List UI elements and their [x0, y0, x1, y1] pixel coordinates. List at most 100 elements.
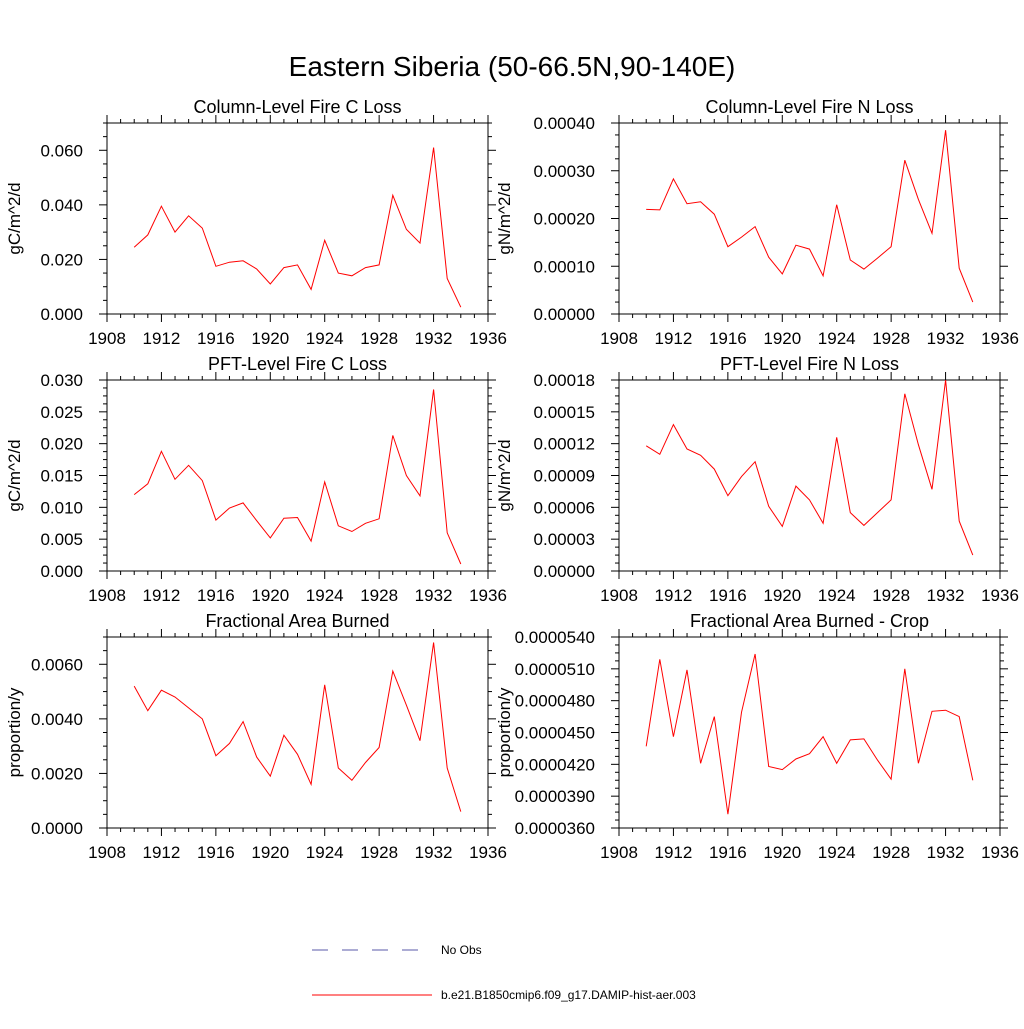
y-tick-label: 0.00000 [534, 305, 595, 324]
x-tick-label: 1920 [763, 843, 801, 862]
x-tick-label: 1924 [818, 586, 856, 605]
x-tick-label: 1928 [872, 843, 910, 862]
y-tick-label: 0.005 [40, 530, 83, 549]
y-tick-label: 0.00015 [534, 403, 595, 422]
y-tick-label: 0.0000 [31, 819, 83, 838]
x-tick-label: 1908 [600, 843, 638, 862]
plot-frame [106, 122, 489, 315]
panel-title: Column-Level Fire C Loss [193, 97, 401, 117]
panel-3: 1908 1912 1916 1920 1924 1928 1932 1936 0.000 0.0… [5, 354, 507, 605]
panel-title: Fractional Area Burned [205, 611, 389, 631]
x-tick-label: 1916 [709, 329, 747, 348]
x-tick-label: 1928 [872, 329, 910, 348]
y-tick-label: 0.030 [40, 371, 83, 390]
x-tick-label: 1908 [88, 329, 126, 348]
panel-2: 1908 1912 1916 1920 1924 1928 1932 1936 0.00000 0… [495, 97, 1019, 348]
x-tick-label: 1932 [927, 586, 965, 605]
legend: No Obs b.e21.B1850cmip6.f09_g17.DAMIP-hi… [312, 943, 696, 1002]
y-axis-label: proportion/y [495, 687, 514, 777]
x-tick-label: 1936 [469, 586, 507, 605]
y-tick-label: 0.040 [40, 196, 83, 215]
x-tick-label: 1916 [197, 843, 235, 862]
y-tick-label: 0.015 [40, 467, 83, 486]
panel-1: 1908 1912 1916 1920 1924 1928 1932 1936 0.000 0.0… [5, 97, 507, 348]
panels: 1908 1912 1916 1920 1924 1928 1932 1936 0.000 0.0… [5, 97, 1019, 862]
legend-label-model: b.e21.B1850cmip6.f09_g17.DAMIP-hist-aer.… [441, 988, 696, 1002]
x-tick-label: 1916 [709, 586, 747, 605]
x-tick-label: 1936 [981, 843, 1019, 862]
series-line-1 [645, 653, 974, 815]
y-tick-label: 0.0000510 [515, 660, 595, 679]
x-tick-label: 1916 [709, 843, 747, 862]
y-axis-label: proportion/y [5, 687, 24, 777]
x-tick-label: 1924 [818, 843, 856, 862]
y-tick-label: 0.010 [40, 498, 83, 517]
y-tick-label: 0.0000540 [515, 628, 595, 647]
y-tick-label: 0.0040 [31, 710, 83, 729]
x-tick-label: 1908 [88, 843, 126, 862]
x-tick-label: 1912 [143, 586, 181, 605]
x-tick-label: 1936 [981, 586, 1019, 605]
y-tick-label: 0.0020 [31, 764, 83, 783]
y-tick-label: 0.0000390 [515, 787, 595, 806]
panel-4: 1908 1912 1916 1920 1924 1928 1932 1936 0.00000 0… [495, 354, 1019, 605]
y-axis-label: gC/m^2/d [5, 182, 24, 254]
figure-title: Eastern Siberia (50-66.5N,90-140E) [289, 51, 736, 82]
x-tick-label: 1920 [763, 329, 801, 348]
y-tick-label: 0.00040 [534, 114, 595, 133]
x-tick-label: 1932 [927, 843, 965, 862]
y-tick-label: 0.00020 [534, 210, 595, 229]
y-tick-label: 0.00018 [534, 371, 595, 390]
x-tick-label: 1920 [251, 586, 289, 605]
x-tick-label: 1912 [143, 329, 181, 348]
x-tick-label: 1912 [655, 329, 693, 348]
x-tick-label: 1916 [197, 329, 235, 348]
x-tick-label: 1928 [360, 329, 398, 348]
y-tick-label: 0.0000420 [515, 755, 595, 774]
panel-6: 1908 1912 1916 1920 1924 1928 1932 1936 0.000036… [495, 611, 1019, 862]
y-axis-label: gN/m^2/d [495, 439, 514, 511]
x-tick-label: 1936 [981, 329, 1019, 348]
y-tick-label: 0.020 [40, 250, 83, 269]
y-tick-label: 0.00006 [534, 498, 595, 517]
plot-frame [618, 379, 1001, 572]
series-line-1 [133, 642, 462, 812]
x-tick-label: 1920 [763, 586, 801, 605]
y-tick-label: 0.025 [40, 403, 83, 422]
y-tick-label: 0.00030 [534, 162, 595, 181]
x-tick-label: 1912 [655, 586, 693, 605]
x-tick-label: 1920 [251, 329, 289, 348]
x-tick-label: 1936 [469, 329, 507, 348]
x-tick-label: 1908 [600, 586, 638, 605]
y-tick-label: 0.00012 [534, 435, 595, 454]
x-tick-label: 1932 [415, 586, 453, 605]
panel-5: 1908 1912 1916 1920 1924 1928 1932 1936 0.0000 0.… [5, 611, 507, 862]
x-tick-label: 1912 [143, 843, 181, 862]
x-tick-label: 1916 [197, 586, 235, 605]
x-tick-label: 1924 [306, 329, 344, 348]
y-tick-label: 0.0000480 [515, 692, 595, 711]
x-tick-label: 1936 [469, 843, 507, 862]
x-tick-label: 1908 [88, 586, 126, 605]
panel-title: Fractional Area Burned - Crop [690, 611, 929, 631]
y-tick-label: 0.000 [40, 562, 83, 581]
y-axis-label: gN/m^2/d [495, 182, 514, 254]
panel-title: PFT-Level Fire C Loss [208, 354, 387, 374]
y-tick-label: 0.00003 [534, 530, 595, 549]
x-tick-label: 1924 [306, 843, 344, 862]
y-tick-label: 0.00010 [534, 257, 595, 276]
series-line-1 [645, 379, 974, 556]
x-tick-label: 1908 [600, 329, 638, 348]
x-tick-label: 1932 [415, 843, 453, 862]
x-tick-label: 1924 [818, 329, 856, 348]
series-line-1 [646, 130, 974, 303]
series-line-1 [133, 389, 462, 565]
y-tick-label: 0.0000450 [515, 724, 595, 743]
x-tick-label: 1928 [360, 586, 398, 605]
y-tick-label: 0.00009 [534, 467, 595, 486]
x-tick-label: 1932 [415, 329, 453, 348]
y-axis-label: gC/m^2/d [5, 439, 24, 511]
y-tick-label: 0.000 [40, 305, 83, 324]
